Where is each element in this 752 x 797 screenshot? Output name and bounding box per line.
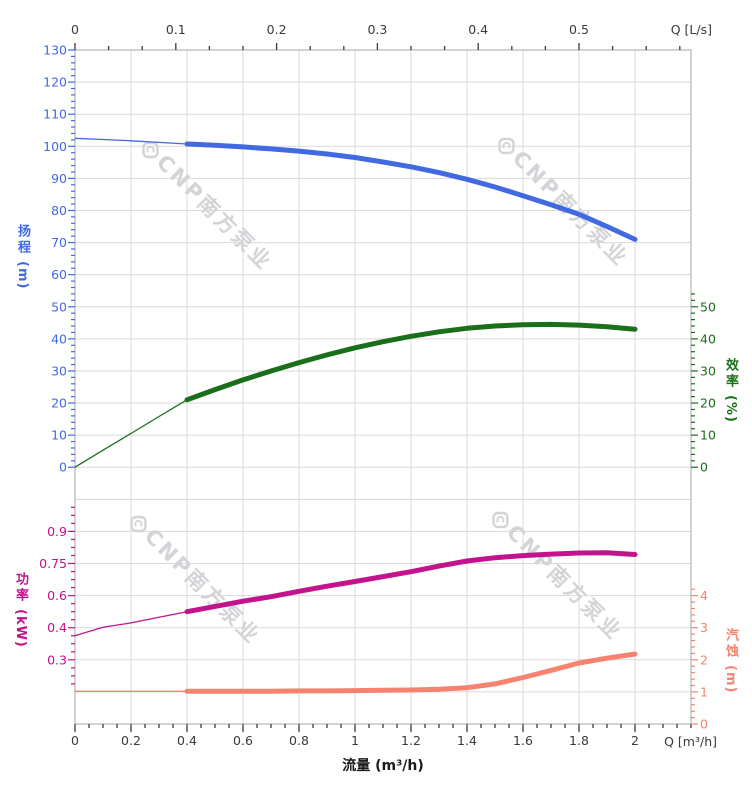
bottom-axis-tick-label: 2: [631, 733, 639, 748]
head-axis-tick-label: 10: [51, 428, 67, 443]
power-axis-tick-label: 0.9: [47, 524, 67, 539]
npsh-axis-title: 汽蚀 (m): [723, 628, 738, 694]
npsh-axis-tick-label: 1: [700, 684, 708, 699]
power-axis-tick-label: 0.3: [47, 652, 67, 667]
efficiency-curve-thin: [74, 399, 188, 468]
top-axis-tick-label: 0.3: [367, 22, 387, 37]
power-curve: [184, 550, 638, 615]
efficiency-axis-tick-label: 30: [700, 363, 716, 378]
power-axis-unit: (kW): [13, 609, 28, 648]
head-axis-unit: (m): [15, 261, 30, 290]
bottom-axis-tick-label: 0: [71, 733, 79, 748]
efficiency-axis-tick-label: 40: [700, 331, 716, 346]
bottom-axis-tick-label: 0.8: [289, 733, 309, 748]
bottom-axis-tick-label: 0.2: [121, 733, 141, 748]
head-axis-tick-label: 50: [51, 299, 67, 314]
top-axis-tick-label: 0: [71, 22, 79, 37]
npsh-axis-tick-label: 3: [700, 620, 708, 635]
efficiency-axis-tick-label: 10: [700, 428, 716, 443]
power-axis-tick-label: 0.75: [39, 556, 67, 571]
efficiency-axis-tick-label: 20: [700, 396, 716, 411]
bottom-axis-tick-label: 0.4: [177, 733, 197, 748]
efficiency-axis-title: 效率 (%): [723, 358, 738, 423]
watermark-text: CNP南方泵业: [508, 146, 633, 271]
npsh-axis-tick-label: 0: [700, 717, 708, 732]
bottom-axis-tick-label: 1: [351, 733, 359, 748]
power-axis-tick-label: 0.4: [47, 620, 67, 635]
head-axis-tick-label: 20: [51, 396, 67, 411]
top-axis-tick-label: 0.4: [468, 22, 488, 37]
npsh-axis-tick-label: 2: [700, 652, 708, 667]
head-axis-tick-label: 100: [43, 139, 67, 154]
watermark: CNP南方泵业: [498, 137, 633, 271]
head-axis-title: 扬程 (m): [15, 224, 30, 290]
head-axis-tick-label: 70: [51, 235, 67, 250]
cnp-logo-watermark-icon: [498, 137, 515, 155]
head-axis-tick-label: 80: [51, 203, 67, 218]
npsh-axis-unit: (m): [723, 665, 738, 694]
watermark-text: CNP南方泵业: [140, 524, 265, 649]
top-axis-unit-label: Q [L/s]: [670, 22, 712, 37]
efficiency-curve: [184, 321, 638, 403]
cnp-logo-swirl-icon: [496, 515, 505, 523]
cnp-logo-watermark-icon: [142, 141, 159, 159]
head-axis-tick-label: 0: [59, 460, 67, 475]
efficiency-axis-unit: (%): [723, 395, 738, 423]
efficiency-axis-tick-label: 0: [700, 460, 708, 475]
cnp-logo-watermark-icon: [130, 515, 147, 533]
head-axis-tick-label: 130: [43, 43, 67, 58]
bottom-axis-tick-label: 1.6: [513, 733, 533, 748]
efficiency-axis-tick-label: 50: [700, 299, 716, 314]
power-axis-name: 功率: [13, 572, 28, 604]
bottom-axis-tick-label: 1.4: [457, 733, 477, 748]
bottom-axis-unit-label: Q [m³/h]: [664, 734, 717, 749]
power-axis-title: 功率 (kW): [13, 572, 28, 648]
watermark: CNP南方泵业: [492, 511, 627, 645]
efficiency-axis-name: 效率: [723, 358, 738, 390]
top-axis-tick-label: 0.5: [569, 22, 589, 37]
head-axis-tick-label: 60: [51, 267, 67, 282]
watermark: CNP南方泵业: [142, 141, 277, 275]
bottom-axis-tick-label: 1.2: [401, 733, 421, 748]
head-axis-tick-label: 40: [51, 331, 67, 346]
power-curve-thin: [74, 611, 188, 637]
head-curve-thin: [74, 137, 188, 145]
cnp-logo-swirl-icon: [134, 519, 143, 527]
cnp-logo-watermark-icon: [492, 511, 509, 529]
watermark-text: CNP南方泵业: [152, 150, 277, 275]
head-axis-tick-label: 110: [43, 107, 67, 122]
bottom-axis-tick-label: 0.6: [233, 733, 253, 748]
head-axis-tick-label: 30: [51, 363, 67, 378]
watermark-text: CNP南方泵业: [502, 520, 627, 645]
head-curve: [184, 141, 638, 242]
npsh-axis-tick-label: 4: [700, 588, 708, 603]
head-axis-name: 扬程: [15, 224, 30, 256]
head-axis-tick-label: 120: [43, 75, 67, 90]
bottom-axis-tick-label: 1.8: [569, 733, 589, 748]
head-axis-tick-label: 90: [51, 171, 67, 186]
flow-axis-title: 流量 (m³/h): [342, 758, 424, 774]
top-axis-tick-label: 0.1: [166, 22, 186, 37]
cnp-logo-swirl-icon: [146, 145, 155, 153]
cnp-logo-swirl-icon: [502, 141, 511, 149]
npsh-axis-name: 汽蚀: [723, 628, 738, 660]
power-axis-tick-label: 0.6: [47, 588, 67, 603]
npsh-curve: [184, 651, 638, 694]
top-axis-tick-label: 0.2: [267, 22, 287, 37]
